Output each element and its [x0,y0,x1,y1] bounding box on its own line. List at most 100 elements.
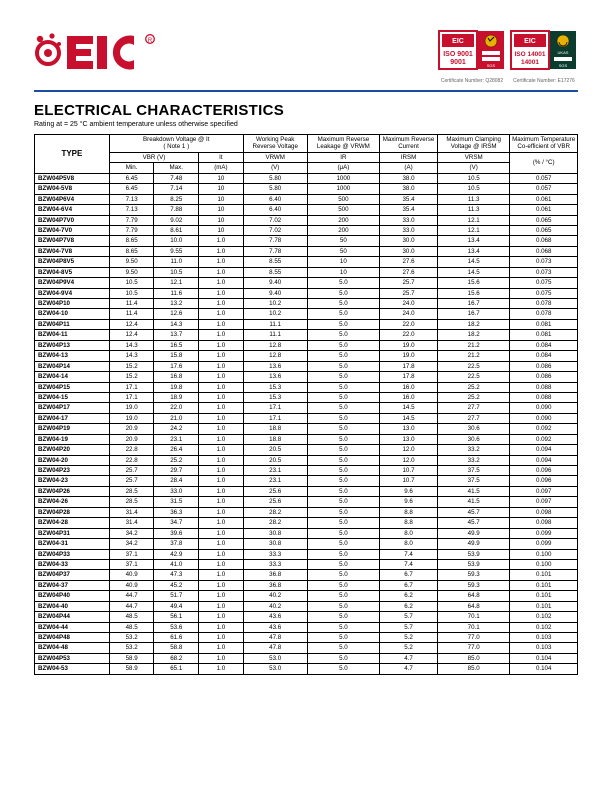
cell-tc: 0.090 [510,403,578,413]
cell-min: 44.7 [109,591,154,601]
cell-it: 1.0 [199,278,244,288]
company-logo: R [34,30,162,80]
cell-vrwm: 17.1 [243,413,307,423]
cell-it: 1.0 [199,288,244,298]
cell-vrsm: 64.8 [437,591,509,601]
cell-min: 44.7 [109,601,154,611]
cell-min: 19.0 [109,403,154,413]
cell-irsm: 16.0 [380,392,438,402]
cell-tc: 0.092 [510,424,578,434]
cell-max: 16.8 [154,372,199,382]
cell-ir: 5.0 [307,445,379,455]
cell-vrwm: 12.8 [243,340,307,350]
cell-it: 1.0 [199,643,244,653]
cell-vrwm: 7.02 [243,225,307,235]
cell-irsm: 13.0 [380,424,438,434]
cell-vrsm: 30.6 [437,434,509,444]
cell-tc: 0.061 [510,194,578,204]
col-tc-h: Maximum Temperature Co-efficient of VBR [510,135,578,153]
cell-irsm: 19.0 [380,351,438,361]
cell-max: 42.9 [154,549,199,559]
cell-max: 9.02 [154,215,199,225]
cell-max: 11.0 [154,257,199,267]
cell-min: 10.5 [109,278,154,288]
cell-irsm: 8.0 [380,528,438,538]
cell-irsm: 24.0 [380,299,438,309]
cell-type: BZW04-48 [35,643,110,653]
cell-vrwm: 20.5 [243,455,307,465]
cell-vrsm: 85.0 [437,664,509,674]
cell-it: 1.0 [199,445,244,455]
cell-tc: 0.073 [510,257,578,267]
cell-ir: 5.0 [307,382,379,392]
cell-it: 1.0 [199,434,244,444]
cell-vrsm: 49.9 [437,528,509,538]
cell-vrsm: 14.5 [437,267,509,277]
cell-vrsm: 59.3 [437,570,509,580]
cell-type: BZW04P48 [35,633,110,643]
cell-tc: 0.097 [510,486,578,496]
cell-irsm: 35.4 [380,205,438,215]
cell-vrsm: 30.6 [437,424,509,434]
cell-ir: 5.0 [307,403,379,413]
cell-max: 34.7 [154,518,199,528]
cell-type: BZW04-28 [35,518,110,528]
cell-min: 37.1 [109,559,154,569]
table-row: BZW04P2022.826.41.020.55.012.033.20.094 [35,445,578,455]
cell-ir: 200 [307,225,379,235]
cell-max: 58.8 [154,643,199,653]
cell-min: 17.1 [109,382,154,392]
cell-tc: 0.098 [510,518,578,528]
cell-vrwm: 13.6 [243,361,307,371]
cell-ir: 5.0 [307,288,379,298]
cell-vrwm: 9.40 [243,278,307,288]
cell-type: BZW04-53 [35,664,110,674]
table-row: BZW04P4853.261.61.047.85.05.277.00.103 [35,633,578,643]
col-ir: IR [307,152,379,162]
cell-type: BZW04-20 [35,455,110,465]
cell-vrsm: 41.5 [437,486,509,496]
cell-tc: 0.101 [510,601,578,611]
cell-min: 14.3 [109,340,154,350]
cell-vrsm: 45.7 [437,507,509,517]
cell-min: 8.65 [109,236,154,246]
cell-vrwm: 40.2 [243,591,307,601]
table-row: BZW04-1719.021.01.017.15.014.527.70.090 [35,413,578,423]
cell-vrsm: 22.5 [437,361,509,371]
cell-vrsm: 10.5 [437,173,509,183]
cell-vrsm: 16.7 [437,309,509,319]
cell-min: 58.9 [109,653,154,663]
cell-irsm: 5.7 [380,622,438,632]
cell-min: 28.5 [109,497,154,507]
cell-vrwm: 36.8 [243,580,307,590]
cell-vrsm: 21.2 [437,351,509,361]
cell-vrwm: 43.6 [243,612,307,622]
cell-type: BZW04-8V5 [35,267,110,277]
cell-it: 1.0 [199,413,244,423]
cell-ir: 5.0 [307,497,379,507]
cell-irsm: 5.7 [380,612,438,622]
cell-tc: 0.075 [510,278,578,288]
cert1-caption: Certificate Number: Q28082 [438,78,506,84]
cell-ir: 5.0 [307,466,379,476]
table-row: BZW04-2325.728.41.023.15.010.737.50.096 [35,476,578,486]
cell-vrwm: 9.40 [243,288,307,298]
svg-text:EIC: EIC [524,38,536,45]
cell-max: 24.2 [154,424,199,434]
cell-max: 65.1 [154,664,199,674]
cell-it: 1.0 [199,319,244,329]
cell-it: 1.0 [199,455,244,465]
table-row: BZW04-1920.923.11.018.85.013.030.60.092 [35,434,578,444]
cell-vrwm: 43.6 [243,622,307,632]
cell-max: 9.55 [154,246,199,256]
svg-text:14001: 14001 [521,59,539,66]
cell-min: 6.45 [109,184,154,194]
cell-it: 1.0 [199,570,244,580]
cell-type: BZW04P28 [35,507,110,517]
cell-type: BZW04-7V0 [35,225,110,235]
cell-min: 31.4 [109,518,154,528]
cell-min: 11.4 [109,309,154,319]
cell-max: 13.7 [154,330,199,340]
table-row: BZW04P8V59.5011.01.08.551027.614.50.073 [35,257,578,267]
cell-irsm: 13.0 [380,434,438,444]
